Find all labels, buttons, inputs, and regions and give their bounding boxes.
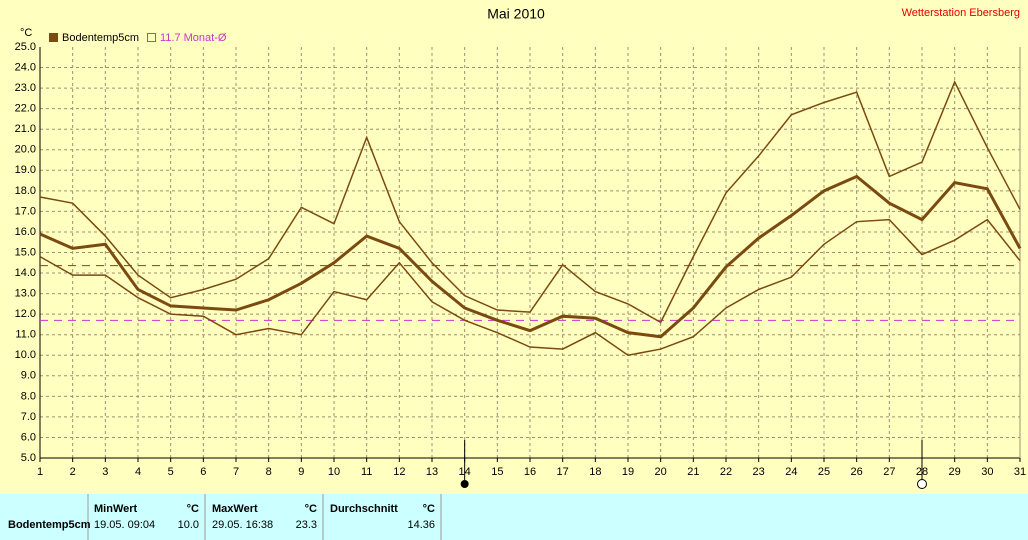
y-tick-label: 12.0 [15, 308, 36, 320]
cell: 14.36 [407, 519, 435, 531]
x-tick-label: 30 [981, 466, 993, 478]
chart-title: Mai 2010 [487, 6, 545, 22]
y-tick-label: 17.0 [15, 205, 36, 217]
x-tick-label: 27 [883, 466, 895, 478]
y-tick-label: 7.0 [21, 411, 36, 423]
x-tick-label: 13 [426, 466, 438, 478]
y-tick-label: 8.0 [21, 390, 36, 402]
cell: 19.05. 09:04 [94, 519, 155, 531]
table-background [0, 494, 1028, 540]
y-tick-label: 11.0 [15, 329, 36, 341]
column-header: MaxWert [212, 503, 258, 515]
y-tick-label: 5.0 [21, 452, 36, 464]
column-unit: °C [423, 503, 435, 515]
y-tick-label: 24.0 [15, 61, 36, 73]
cell: 10.0 [178, 519, 199, 531]
y-tick-label: 21.0 [15, 123, 36, 135]
x-tick-label: 7 [233, 466, 239, 478]
y-tick-label: 15.0 [15, 246, 36, 258]
x-tick-label: 23 [753, 466, 765, 478]
data-line [39, 218, 1021, 357]
marker-icon [460, 480, 469, 488]
legend-label: 11.7 Monat-Ø [160, 32, 227, 44]
table: MinWert °C MaxWert °C Durchschnitt °C Bo… [8, 494, 442, 540]
x-tick-label: 12 [393, 466, 405, 478]
column-unit: °C [187, 503, 199, 515]
y-tick-label: 25.0 [15, 41, 36, 53]
y-tick-label: 13.0 [15, 288, 36, 300]
x-tick-label: 31 [1014, 466, 1026, 478]
x-tick-label: 25 [818, 466, 830, 478]
y-unit: °C [20, 27, 32, 39]
y-tick-label: 6.0 [21, 431, 36, 443]
cell: 23.3 [296, 519, 317, 531]
marker-icon [917, 479, 927, 489]
legend-swatch [147, 33, 156, 42]
x-tick-label: 21 [687, 466, 699, 478]
x-tick-label: 11 [361, 466, 372, 478]
column-header: MinWert [94, 503, 138, 515]
y-tick-label: 20.0 [15, 144, 36, 156]
row-label: Bodentemp5cm [8, 519, 91, 531]
x-tick-label: 9 [298, 466, 304, 478]
x-tick-label: 26 [851, 466, 863, 478]
y-tick-label: 16.0 [15, 226, 36, 238]
data-line [39, 174, 1022, 339]
x-tick-label: 10 [328, 466, 340, 478]
y-tick-label: 19.0 [15, 164, 36, 176]
x-tick-label: 2 [70, 466, 76, 478]
x-tick-label: 17 [557, 466, 569, 478]
x-tick-label: 8 [266, 466, 272, 478]
legend-label: Bodentemp5cm [62, 32, 139, 44]
x-tick-label: 4 [135, 466, 141, 478]
x-tick-label: 19 [622, 466, 634, 478]
station-name: Wetterstation Ebersberg [902, 7, 1020, 19]
y-tick-label: 10.0 [15, 349, 36, 361]
legend-swatch [49, 33, 58, 42]
y-tick-label: 9.0 [21, 370, 36, 382]
column-header: Durchschnitt [330, 503, 398, 515]
x-tick-label: 5 [168, 466, 174, 478]
x-tick-label: 24 [785, 466, 797, 478]
column-unit: °C [305, 503, 317, 515]
x-tick-label: 22 [720, 466, 732, 478]
y-tick-label: 22.0 [15, 103, 36, 115]
x-tick-label: 3 [102, 466, 108, 478]
x-tick-label: 18 [589, 466, 601, 478]
x-tick-label: 20 [655, 466, 667, 478]
y-tick-label: 23.0 [15, 82, 36, 94]
data-line [39, 80, 1021, 324]
x-tick-label: 6 [200, 466, 206, 478]
y-tick-label: 14.0 [15, 267, 36, 279]
x-tick-label: 16 [524, 466, 536, 478]
x-tick-label: 15 [491, 466, 503, 478]
x-tick-label: 29 [949, 466, 961, 478]
y-tick-label: 18.0 [15, 185, 36, 197]
cell: 29.05. 16:38 [212, 519, 273, 531]
x-tick-label: 1 [37, 466, 43, 478]
